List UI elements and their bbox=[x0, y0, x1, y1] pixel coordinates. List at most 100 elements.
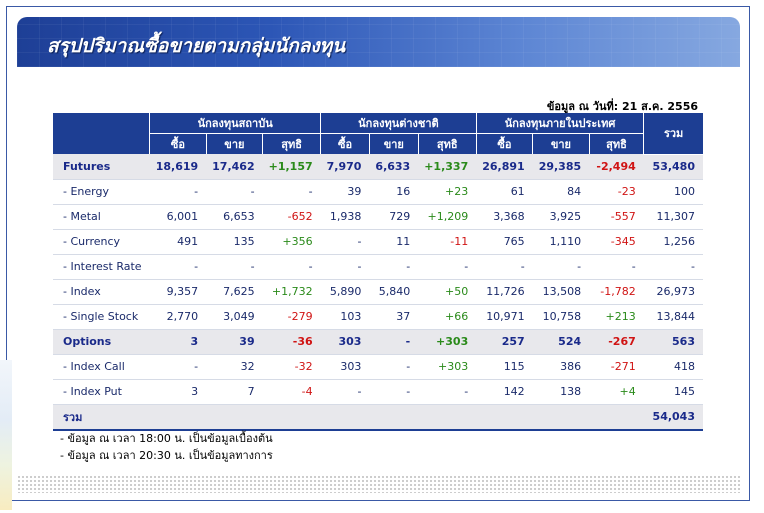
row-label: Options bbox=[53, 329, 150, 355]
table-cell: 7,970 bbox=[320, 154, 370, 180]
table-cell: 303 bbox=[320, 329, 370, 355]
page-banner: สรุปปริมาณซื้อขายตามกลุ่มนักลงทุน bbox=[17, 17, 740, 67]
footer-dot-pattern bbox=[17, 475, 740, 493]
table-cell: +1,337 bbox=[418, 154, 477, 180]
table-cell: 1,256 bbox=[643, 229, 703, 255]
table-cell: - bbox=[262, 179, 321, 205]
table-cell: +50 bbox=[418, 279, 477, 305]
table-cell: +303 bbox=[418, 329, 477, 355]
table-row: - Index Call -32 -32 303- +303 115 386 -271 418 bbox=[53, 354, 703, 380]
header-buy: ซื้อ bbox=[475, 133, 533, 154]
table-cell: - bbox=[643, 254, 703, 280]
table-cell: 10,758 bbox=[532, 304, 590, 330]
table-cell: -11 bbox=[418, 229, 477, 255]
table-cell: 5,840 bbox=[369, 279, 419, 305]
table-cell: 26,973 bbox=[643, 279, 703, 305]
table-cell: 524 bbox=[532, 329, 590, 355]
table-cell: 37 bbox=[369, 304, 419, 330]
table-cell: +23 bbox=[418, 179, 477, 205]
table-cell: -557 bbox=[589, 204, 644, 230]
table-cell: 10,971 bbox=[476, 304, 533, 330]
table-cell: 491 bbox=[149, 229, 207, 255]
table-cell: -267 bbox=[589, 329, 644, 355]
table-cell: 29,385 bbox=[532, 154, 590, 180]
table-cell: -23 bbox=[589, 179, 644, 205]
header-sell: ขาย bbox=[368, 133, 419, 154]
table-cell: 53,480 bbox=[643, 154, 703, 180]
table-cell: - bbox=[369, 254, 419, 280]
table-row: - Metal 6,001 6,653 -652 1,938 729 +1,209 3,368… bbox=[53, 204, 703, 230]
table-cell: 257 bbox=[476, 329, 533, 355]
row-label: - Metal bbox=[53, 204, 150, 230]
header-blank bbox=[53, 113, 150, 154]
table-cell: 13,508 bbox=[532, 279, 590, 305]
table-cell: 7 bbox=[206, 379, 263, 405]
table-cell: 16 bbox=[369, 179, 419, 205]
row-label: - Interest Rate bbox=[53, 254, 150, 280]
header-buy: ซื้อ bbox=[320, 133, 370, 154]
table-cell: 1,938 bbox=[320, 204, 370, 230]
table-cell: 303 bbox=[320, 354, 370, 380]
table-cell: - bbox=[149, 354, 207, 380]
table-cell: 39 bbox=[320, 179, 370, 205]
table-cell: +303 bbox=[418, 354, 477, 380]
table-cell: 11,307 bbox=[643, 204, 703, 230]
table-cell: - bbox=[369, 354, 419, 380]
table-cell: +356 bbox=[262, 229, 321, 255]
table-cell: - bbox=[320, 254, 370, 280]
table-cell: 6,633 bbox=[369, 154, 419, 180]
table-cell: 138 bbox=[532, 379, 590, 405]
table-cell: - bbox=[320, 379, 370, 405]
table-cell: 6,653 bbox=[206, 204, 263, 230]
header-foreign: นักลงทุนต่างชาติ bbox=[320, 113, 477, 134]
header-buy: ซื้อ bbox=[149, 133, 207, 154]
table-cell: - bbox=[589, 254, 644, 280]
table-cell: 115 bbox=[476, 354, 533, 380]
table-cell: +4 bbox=[589, 379, 644, 405]
table-row: - Currency 491 135 +356-11 -11 765 1,110 -345 1,… bbox=[53, 229, 703, 255]
row-label: Futures bbox=[53, 154, 150, 180]
table-row: - Interest Rate - - - - - - - - - - bbox=[53, 254, 703, 280]
table-cell: 3 bbox=[149, 379, 207, 405]
table-cell: 729 bbox=[369, 204, 419, 230]
page-title: สรุปปริมาณซื้อขายตามกลุ่มนักลงทุน bbox=[47, 35, 346, 57]
footnotes: - ข้อมูล ณ เวลา 18:00 น. เป็นข้อมูลเบื้อ… bbox=[60, 430, 273, 464]
table-row: - Index Put 3 7 -4- - -142 138 +4 145 bbox=[53, 379, 703, 405]
table-cell: 418 bbox=[643, 354, 703, 380]
row-label: - Index Call bbox=[53, 354, 150, 380]
row-label: - Index bbox=[53, 279, 150, 305]
trading-volume-table: นักลงทุนสถาบัน นักลงทุนต่างชาติ นักลงทุน… bbox=[53, 113, 703, 431]
header-local: นักลงทุนภายในประเทศ bbox=[475, 113, 644, 134]
table-cell: 7,625 bbox=[206, 279, 263, 305]
table-cell: - bbox=[149, 254, 207, 280]
table-cell: 103 bbox=[320, 304, 370, 330]
table-cell: 100 bbox=[643, 179, 703, 205]
table-cell: 11,726 bbox=[476, 279, 533, 305]
table-cell: 26,891 bbox=[476, 154, 533, 180]
left-decoration bbox=[0, 360, 12, 510]
table-cell: 39 bbox=[206, 329, 263, 355]
table-cell: 11 bbox=[369, 229, 419, 255]
table-cell: - bbox=[206, 254, 263, 280]
table-cell: - bbox=[262, 254, 321, 280]
row-label: - Single Stock bbox=[53, 304, 150, 330]
table-cell: 6,001 bbox=[149, 204, 207, 230]
table-row: - Single Stock 2,770 3,049 -279 103 37 +66 10,9… bbox=[53, 304, 703, 330]
table-cell: 3,368 bbox=[476, 204, 533, 230]
header-total: รวม bbox=[643, 113, 703, 155]
table-cell: 563 bbox=[643, 329, 703, 355]
table-cell: -271 bbox=[589, 354, 644, 380]
table-cell: - bbox=[476, 254, 533, 280]
table-cell: 61 bbox=[476, 179, 533, 205]
table-row: Options 3 39 -36 303- +303 257 524 -267 563 bbox=[53, 329, 703, 355]
table-cell: 13,844 bbox=[643, 304, 703, 330]
total-row-spacer bbox=[149, 404, 644, 431]
table-cell: +1,157 bbox=[262, 154, 321, 180]
table-cell: -2,494 bbox=[589, 154, 644, 180]
footnote-preliminary: - ข้อมูล ณ เวลา 18:00 น. เป็นข้อมูลเบื้อ… bbox=[60, 432, 273, 445]
table-cell: - bbox=[206, 179, 263, 205]
table-cell: - bbox=[149, 179, 207, 205]
table-cell: 2,770 bbox=[149, 304, 207, 330]
header-net: สุทธิ bbox=[417, 133, 477, 154]
table-cell: 765 bbox=[476, 229, 533, 255]
